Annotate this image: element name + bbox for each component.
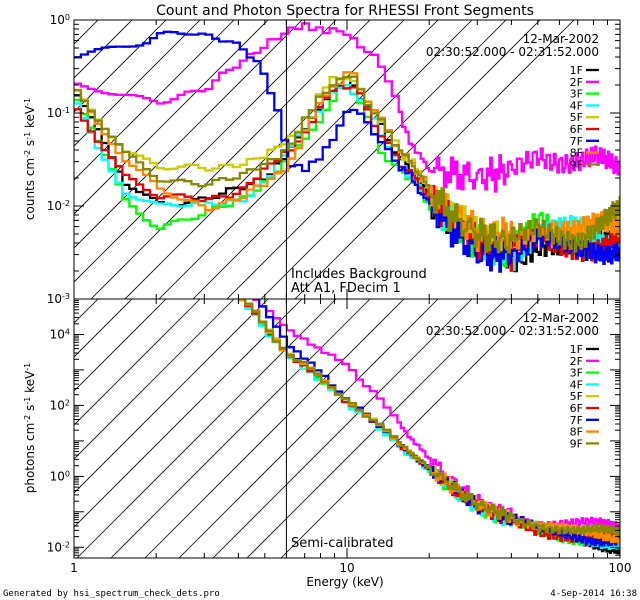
hatch-line (158, 20, 439, 299)
series-7F (74, 30, 620, 273)
chart-title: Count and Photon Spectra for RHESSI Fron… (156, 3, 534, 19)
top-annotation-attenuator: Att A1, FDecim 1 (291, 281, 401, 296)
hatch-line (192, 20, 473, 299)
hatch-line (76, 299, 337, 558)
footer-generated: Generated by hsi_spectrum_check_dets.pro (3, 589, 220, 599)
top-time-range: 02:30:52.000 - 02:31:52.000 (426, 45, 599, 59)
hatch-line (74, 299, 167, 392)
legend-label-9F: 9F (570, 437, 583, 450)
x-tick-label: 1 (70, 561, 78, 575)
hatch-line (74, 20, 269, 215)
hatch-line (74, 20, 235, 181)
hatch-line (124, 20, 405, 299)
bottom-time-range: 02:30:52.000 - 02:31:52.000 (426, 324, 599, 338)
photon-spectrum-lines (238, 299, 620, 555)
top-annotation-background: Includes Background (291, 267, 427, 282)
legend-label-8F: 8F (570, 426, 583, 439)
hatch-line (74, 20, 133, 79)
hatch-line (74, 299, 235, 460)
legend-label-5F: 5F (570, 111, 583, 124)
y-tick-label: 10-3 (47, 292, 70, 307)
hatch-line (294, 20, 575, 299)
hatch-line (178, 299, 439, 558)
top-date: 12-Mar-2002 (523, 32, 599, 46)
legend-label-1F: 1F (570, 64, 583, 77)
y-tick-label: 10-2 (47, 540, 70, 555)
series-2F (252, 299, 620, 531)
bottom-hatch-region (74, 299, 541, 558)
hatch-line (260, 20, 541, 299)
legend-label-2F: 2F (570, 76, 583, 89)
x-axis-label: Energy (keV) (306, 575, 383, 589)
hatch-line (74, 20, 99, 45)
legend-label-1F: 1F (570, 343, 583, 356)
x-tick-label: 10 (339, 561, 354, 575)
y-tick-label: 104 (50, 327, 70, 342)
hatch-line (74, 299, 201, 426)
legend-label-4F: 4F (570, 99, 583, 112)
hatch-line (74, 20, 303, 249)
bottom-annotation: Semi-calibrated (291, 536, 393, 551)
top-hatch-region (74, 20, 575, 299)
hatch-line (90, 20, 371, 299)
hatch-line (74, 299, 269, 494)
legend-label-2F: 2F (570, 355, 583, 368)
count-spectrum-lines (74, 22, 620, 273)
hatch-line (280, 299, 541, 558)
legend-label-6F: 6F (570, 402, 583, 415)
legend-label-4F: 4F (570, 378, 583, 391)
top-ylabel: counts cm-2 s-1 keV-1 (23, 98, 38, 220)
hatch-line (110, 299, 371, 558)
bottom-ylabel: photons cm-2 s-1 keV-1 (23, 363, 38, 494)
hatch-line (74, 299, 303, 528)
hatch-line (74, 20, 201, 147)
footer-timestamp: 4-Sep-2014 16:38 (550, 589, 637, 599)
legend-label-8F: 8F (570, 147, 583, 160)
photon-spectrum-panel: 10-2 100 102 104 1 10 100 photons cm-2 s-1 keV… (23, 298, 632, 589)
legend-label-7F: 7F (570, 414, 583, 427)
legend-label-3F: 3F (570, 88, 583, 101)
x-tick-label: 100 (609, 561, 632, 575)
legend-label-6F: 6F (570, 123, 583, 136)
series-9F (74, 75, 620, 254)
y-tick-label: 102 (50, 398, 70, 413)
bottom-date: 12-Mar-2002 (523, 311, 599, 325)
photon-spectrum-axes: 10-2 100 102 104 1 10 100 (47, 298, 632, 575)
hatch-line (74, 20, 167, 113)
series-9F (244, 299, 620, 536)
hatch-line (74, 299, 133, 358)
legend-label-9F: 9F (570, 158, 583, 171)
legend-label-7F: 7F (570, 135, 583, 148)
legend-label-5F: 5F (570, 390, 583, 403)
hatch-line (144, 299, 405, 558)
hatch-line (74, 20, 337, 283)
y-tick-label: 100 (50, 13, 70, 28)
hatch-line (226, 20, 507, 299)
y-tick-label: 10-1 (47, 106, 70, 121)
legend-label-3F: 3F (570, 367, 583, 380)
hatch-line (212, 299, 473, 558)
y-tick-label: 10-2 (47, 199, 70, 214)
count-spectrum-panel: 10-3 10-2 10-1 100 counts cm-2 s-1 keV-1 12… (23, 13, 621, 307)
y-tick-label: 100 (50, 469, 70, 484)
